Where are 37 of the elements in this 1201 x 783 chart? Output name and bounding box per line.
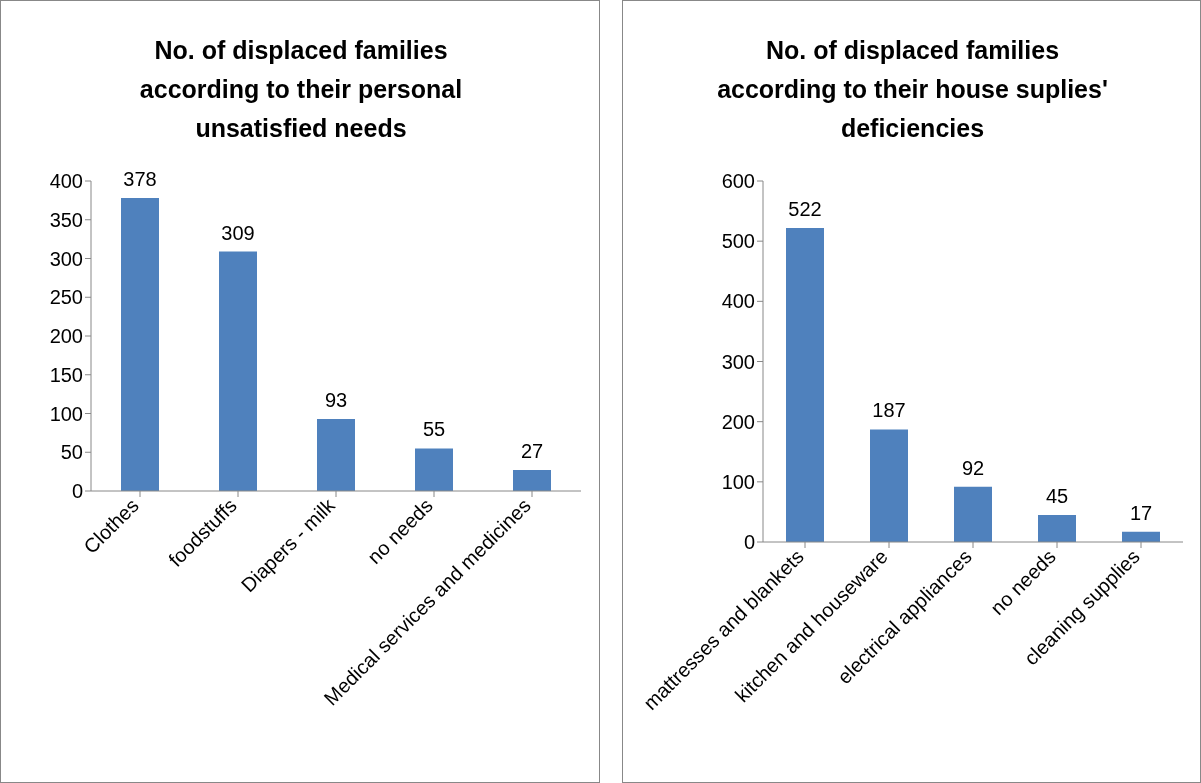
y-tick-label: 50	[60, 441, 83, 464]
bar	[219, 251, 257, 491]
bar	[954, 486, 992, 542]
data-label: 309	[221, 221, 255, 244]
y-tick-label: 100	[49, 402, 83, 425]
data-label: 378	[123, 168, 157, 191]
y-tick-label: 100	[721, 470, 755, 493]
data-label: 522	[788, 197, 822, 220]
chart-title: No. of displaced families according to their personal unsatisfied needs	[138, 35, 464, 144]
bar	[415, 448, 453, 491]
data-label: 55	[422, 418, 446, 441]
bar	[870, 429, 908, 542]
y-tick-label: 600	[721, 170, 755, 193]
data-label: 27	[520, 440, 544, 463]
data-label: 92	[961, 456, 985, 479]
y-tick-label: 400	[721, 290, 755, 313]
y-tick-label: 0	[743, 531, 755, 554]
y-tick-label: 200	[49, 325, 83, 348]
data-label: 93	[324, 388, 348, 411]
y-tick-label: 400	[49, 170, 83, 193]
data-label: 45	[1045, 484, 1069, 507]
y-tick-label: 350	[49, 208, 83, 231]
y-tick-label: 200	[721, 410, 755, 433]
bar	[786, 227, 824, 542]
y-tick-label: 300	[49, 247, 83, 270]
y-tick-label: 500	[721, 230, 755, 253]
data-label: 17	[1129, 501, 1153, 524]
y-tick-label: 300	[721, 350, 755, 373]
chart-title: No. of displaced families according to their house suplies' deficiencies	[716, 35, 1109, 144]
bar	[1038, 514, 1076, 542]
y-tick-label: 150	[49, 363, 83, 386]
y-tick-label: 0	[71, 480, 83, 503]
bar	[513, 470, 551, 491]
data-label: 187	[872, 399, 906, 422]
bar	[121, 198, 159, 491]
y-tick-label: 250	[49, 286, 83, 309]
bar	[317, 418, 355, 491]
